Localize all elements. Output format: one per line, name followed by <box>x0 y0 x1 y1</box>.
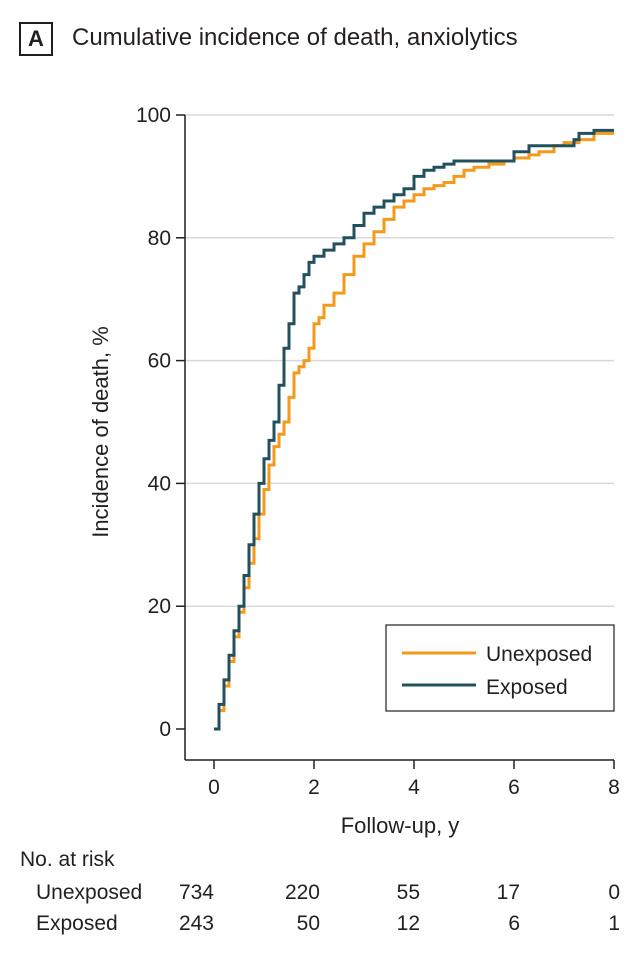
risk-value-exposed-1: 50 <box>297 912 320 935</box>
risk-value-unexposed-4: 0 <box>608 881 620 904</box>
x-tick-label-0: 0 <box>208 776 220 799</box>
legend: Unexposed Exposed <box>385 624 615 712</box>
risk-value-exposed-3: 6 <box>508 912 520 935</box>
legend-box <box>385 624 615 712</box>
tick-labels: 0 20 40 60 80 100 0 2 4 6 8 <box>136 104 620 799</box>
y-tick-label-60: 60 <box>148 350 171 373</box>
risk-value-unexposed-3: 17 <box>497 881 520 904</box>
figure-title: Cumulative incidence of death, anxiolyti… <box>72 24 518 51</box>
legend-label-unexposed: Unexposed <box>486 643 592 666</box>
risk-values: 734 220 55 17 0 243 50 12 6 1 <box>179 881 620 935</box>
risk-value-unexposed-1: 220 <box>285 881 320 904</box>
risk-value-exposed-4: 1 <box>608 912 620 935</box>
series-line-unexposed <box>214 131 614 731</box>
x-tick-label-6: 6 <box>508 776 520 799</box>
risk-value-exposed-0: 243 <box>179 912 214 935</box>
risk-value-unexposed-2: 55 <box>397 881 420 904</box>
grid-lines <box>185 114 614 607</box>
x-tick-label-8: 8 <box>608 776 620 799</box>
risk-value-exposed-2: 12 <box>397 912 420 935</box>
risk-table: No. at risk Unexposed Exposed 734 220 55 17… <box>20 848 620 935</box>
x-tick-label-4: 4 <box>408 776 420 799</box>
risk-value-unexposed-0: 734 <box>179 881 214 904</box>
y-tick-label-80: 80 <box>148 227 171 250</box>
risk-row-label-exposed: Exposed <box>36 912 118 935</box>
legend-label-exposed: Exposed <box>486 676 568 699</box>
risk-row-label-unexposed: Unexposed <box>36 881 142 904</box>
panel-label: A <box>19 22 53 56</box>
y-tick-label-100: 100 <box>136 104 171 127</box>
x-axis-label: Follow-up, y <box>341 813 460 838</box>
series-lines <box>214 128 614 731</box>
y-tick-label-40: 40 <box>148 472 171 495</box>
axes <box>176 114 615 769</box>
y-axis-label: Incidence of death, % <box>88 326 113 538</box>
x-tick-label-2: 2 <box>308 776 320 799</box>
risk-table-heading: No. at risk <box>20 848 115 871</box>
y-tick-label-20: 20 <box>148 595 171 618</box>
series-line-exposed <box>214 128 614 731</box>
panel-label-text: A <box>28 26 44 51</box>
y-tick-label-0: 0 <box>159 718 171 741</box>
